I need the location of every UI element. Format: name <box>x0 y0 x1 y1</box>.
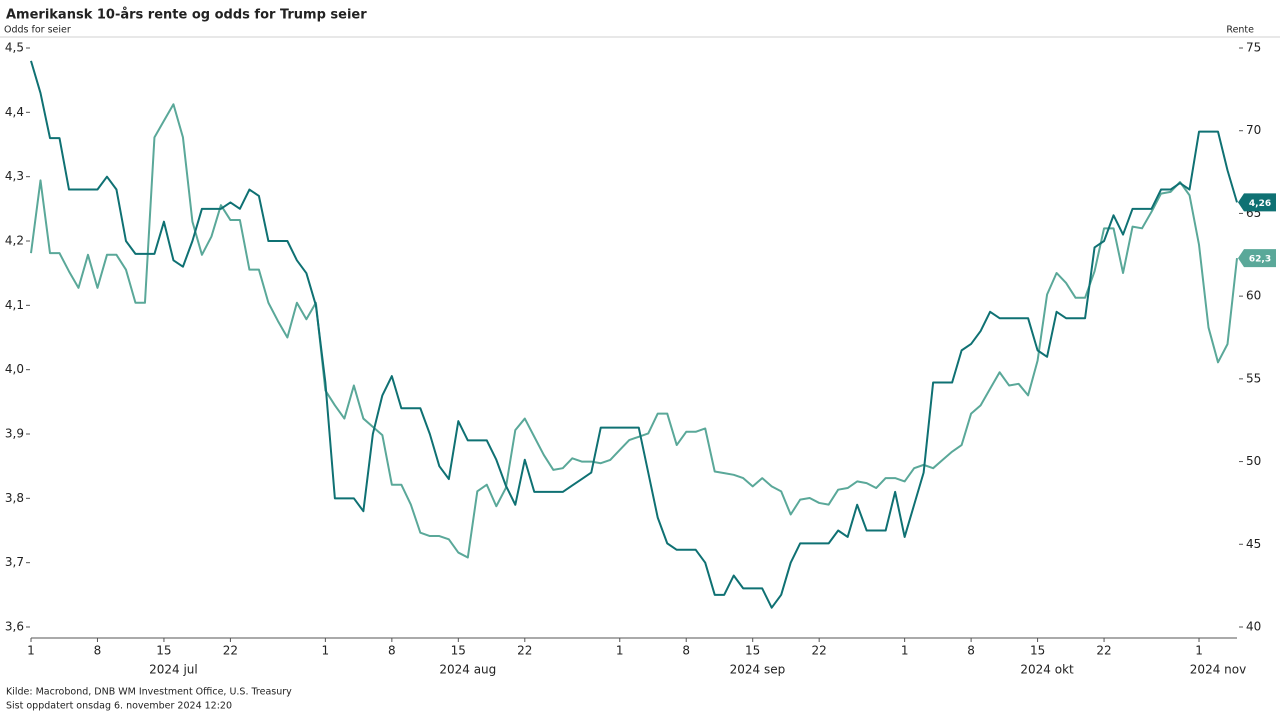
x-tick-label: 1 <box>901 644 909 658</box>
y2-tick-label: 55 <box>1246 371 1261 385</box>
x-tick-label: 8 <box>388 644 396 658</box>
x-tick-label: 1 <box>616 644 624 658</box>
y-tick-label: 4,5 <box>5 41 24 55</box>
end-label: 4,26 <box>1249 199 1271 209</box>
x-tick-label: 22 <box>1096 644 1111 658</box>
updated: Sist oppdatert onsdag 6. november 2024 1… <box>6 701 232 712</box>
x-tick-label: 1 <box>1195 644 1203 658</box>
x-tick-label: 22 <box>223 644 238 658</box>
y2-tick-label: 75 <box>1246 41 1261 55</box>
y-tick-label: 3,8 <box>5 491 24 505</box>
y-tick-label: 4,1 <box>5 298 24 312</box>
y2-tick-label: 40 <box>1246 620 1261 634</box>
x-tick-label: 15 <box>156 644 171 658</box>
month-label: 2024 okt <box>1020 663 1074 677</box>
y-tick-label: 3,6 <box>5 620 24 634</box>
month-label: 2024 sep <box>730 663 786 677</box>
x-tick-label: 8 <box>682 644 690 658</box>
y2-axis-label: Rente <box>1226 25 1254 36</box>
x-tick-label: 8 <box>94 644 102 658</box>
chart-title: Amerikansk 10-års rente og odds for Trum… <box>6 8 367 23</box>
x-tick-label: 1 <box>322 644 330 658</box>
month-label: 2024 jul <box>149 663 198 677</box>
y2-tick-label: 45 <box>1246 537 1261 551</box>
y-axis-label: Odds for seier <box>4 25 71 36</box>
line-series <box>30 103 1238 559</box>
y2-tick-label: 70 <box>1246 123 1261 137</box>
source: Kilde: Macrobond, DNB WM Investment Offi… <box>6 687 292 698</box>
y2-tick-label: 50 <box>1246 454 1261 468</box>
y-tick-label: 4,4 <box>5 105 24 119</box>
x-tick-label: 8 <box>967 644 975 658</box>
month-label: 2024 aug <box>439 663 496 677</box>
y2-tick-label: 60 <box>1246 289 1261 303</box>
y-tick-label: 4,3 <box>5 169 24 183</box>
end-label: 62,3 <box>1249 255 1271 265</box>
month-label: 2024 nov <box>1190 663 1246 677</box>
y-tick-label: 4,0 <box>5 362 24 376</box>
x-tick-label: 15 <box>745 644 760 658</box>
line-series <box>30 60 1238 609</box>
end-label-box <box>1238 193 1276 212</box>
y-tick-label: 3,7 <box>5 555 24 569</box>
x-tick-label: 22 <box>812 644 827 658</box>
y-tick-label: 4,2 <box>5 234 24 248</box>
end-label-box <box>1238 249 1276 268</box>
x-tick-label: 15 <box>1030 644 1045 658</box>
x-tick-label: 15 <box>451 644 466 658</box>
x-tick-label: 22 <box>517 644 532 658</box>
y-tick-label: 3,9 <box>5 427 24 441</box>
x-tick-label: 1 <box>27 644 35 658</box>
